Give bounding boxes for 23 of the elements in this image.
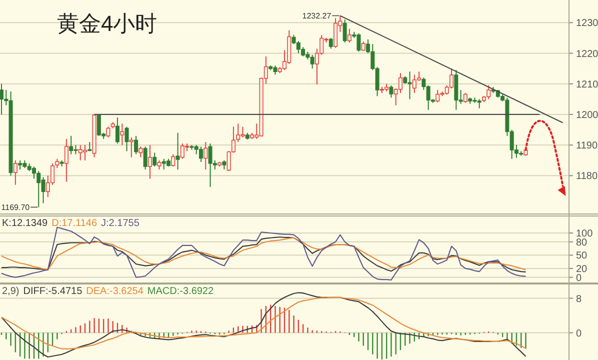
annotation: 1232.27 [302, 12, 332, 21]
y-tick-label: 0 [576, 272, 582, 284]
y-tick-label: 100 [576, 228, 594, 240]
y-tick-label: 1210 [576, 79, 598, 90]
y-tick-label: 1190 [576, 140, 598, 152]
y-tick-label: 0 [576, 328, 582, 340]
y-tick-label: 8 [576, 294, 582, 305]
y-tick-label: 80 [576, 237, 588, 248]
text: MACD:-3.6922 [147, 286, 214, 297]
y-tick-label: 1200 [576, 110, 598, 121]
y-tick-label: 20 [576, 264, 588, 275]
y-tick-label: 1220 [576, 48, 598, 60]
annotation: 2,9) [2, 286, 20, 297]
text: DEA:-3.6254 [86, 286, 144, 297]
series-label: J:2.1755 [101, 218, 140, 229]
y-tick-label: 50 [576, 250, 588, 262]
y-tick-label: 1230 [576, 18, 598, 30]
text: DIFF:-5.4715 [23, 286, 83, 297]
series-label: D:17.1146 [52, 218, 98, 229]
text: 黄金4小时 [57, 11, 158, 36]
y-tick-label: 1180 [576, 171, 598, 182]
annotation: 1169.70 [1, 203, 30, 212]
series-label: K:12.1349 [2, 218, 48, 229]
